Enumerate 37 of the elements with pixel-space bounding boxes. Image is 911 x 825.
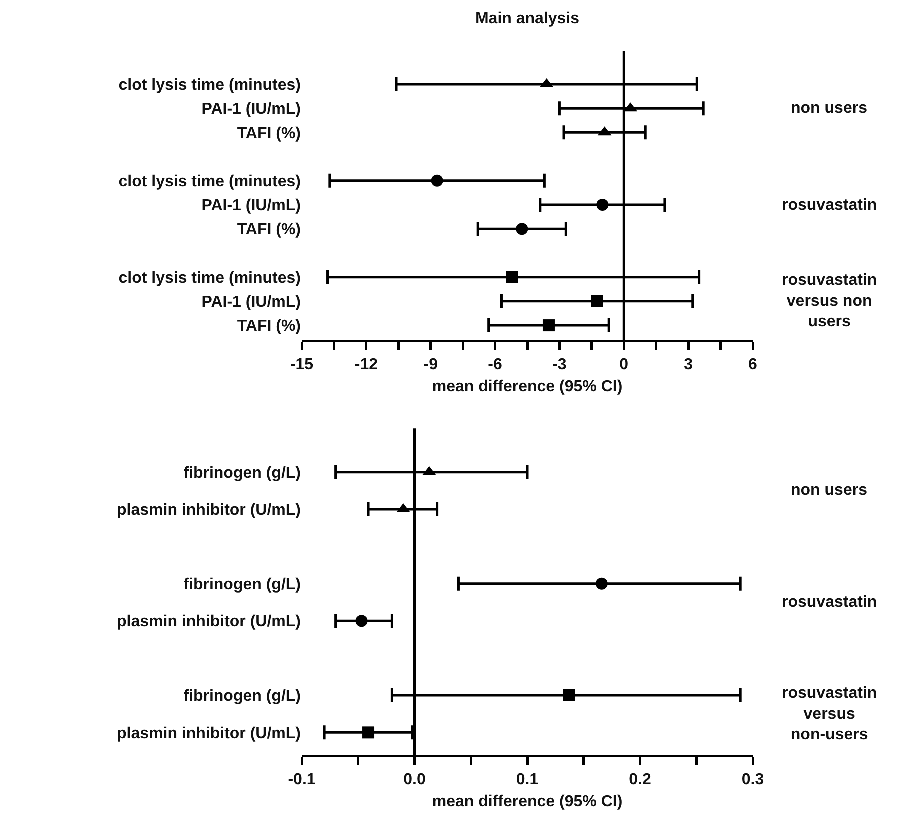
y-tick-label: clot lysis time (minutes) bbox=[118, 270, 301, 287]
x-tick-label: -15 bbox=[290, 356, 314, 374]
x-tick-label: 0.0 bbox=[404, 772, 426, 789]
x-tick-label: -0.1 bbox=[288, 772, 316, 789]
x-tick-label: 6 bbox=[748, 356, 758, 374]
x-tick-label: 0.3 bbox=[742, 772, 764, 789]
x-tick-label: 3 bbox=[684, 356, 694, 374]
text: rosuvastatin bbox=[782, 594, 878, 611]
y-tick-label: TAFI (%) bbox=[237, 125, 301, 142]
y-tick-label: TAFI (%) bbox=[237, 318, 301, 336]
x-axis-title: mean difference (95% CI) bbox=[432, 378, 623, 396]
y-tick-label: TAFI (%) bbox=[237, 222, 301, 239]
y-tick-label: PAI-1 (IU/mL) bbox=[202, 198, 301, 215]
text: rosuvastatin bbox=[782, 197, 878, 214]
text: non users bbox=[791, 482, 868, 499]
y-tick-label: fibrinogen (g/L) bbox=[184, 688, 301, 706]
y-tick-label: fibrinogen (g/L) bbox=[184, 576, 301, 594]
text: rosuvastatin versus non-users bbox=[782, 685, 878, 744]
y-tick-label: fibrinogen (g/L) bbox=[184, 464, 301, 482]
y-tick-label: clot lysis time (minutes) bbox=[118, 77, 301, 94]
x-tick-label: -3 bbox=[552, 356, 567, 374]
x-tick-label: -12 bbox=[354, 356, 378, 374]
x-tick-label: 0.1 bbox=[516, 772, 539, 789]
y-tick-label: clot lysis time (minutes) bbox=[118, 173, 301, 190]
chart-title: Main analysis bbox=[475, 10, 580, 28]
y-tick-label: plasmin inhibitor (U/mL) bbox=[117, 725, 301, 742]
x-tick-label: -9 bbox=[424, 356, 438, 374]
y-tick-label: PAI-1 (IU/mL) bbox=[202, 101, 301, 118]
y-tick-label: plasmin inhibitor (U/mL) bbox=[117, 502, 301, 520]
y-tick-label: plasmin inhibitor (U/mL) bbox=[117, 614, 301, 631]
y-tick-label: PAI-1 (IU/mL) bbox=[202, 294, 301, 312]
x-tick-label: -6 bbox=[488, 356, 502, 374]
text: non users bbox=[791, 100, 868, 117]
x-tick-label: 0.2 bbox=[629, 772, 652, 789]
x-axis-title: mean difference (95% CI) bbox=[432, 794, 623, 811]
text: rosuvastatin versus non users bbox=[782, 272, 878, 331]
x-tick-label: 0 bbox=[620, 356, 629, 374]
